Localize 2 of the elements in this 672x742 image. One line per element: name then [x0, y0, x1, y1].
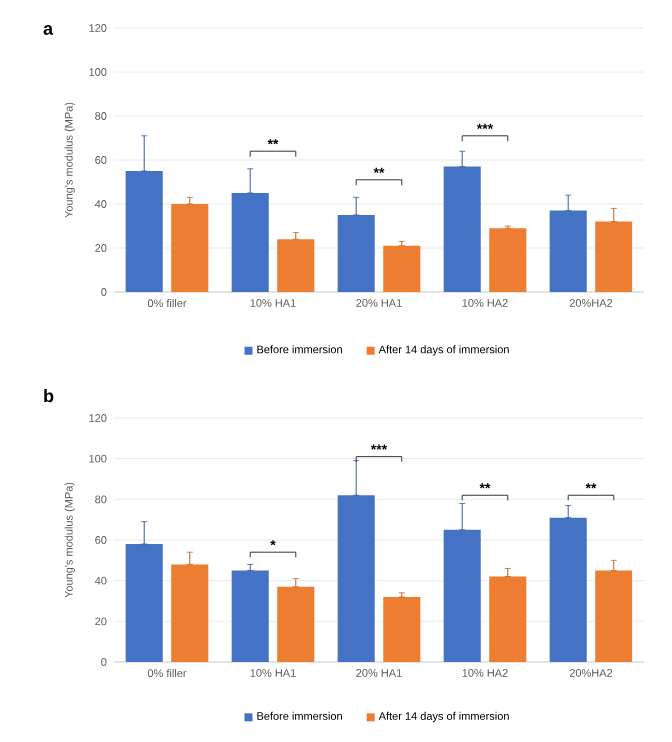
chart-title: b — [44, 389, 54, 403]
chart-title: a — [43, 25, 54, 35]
